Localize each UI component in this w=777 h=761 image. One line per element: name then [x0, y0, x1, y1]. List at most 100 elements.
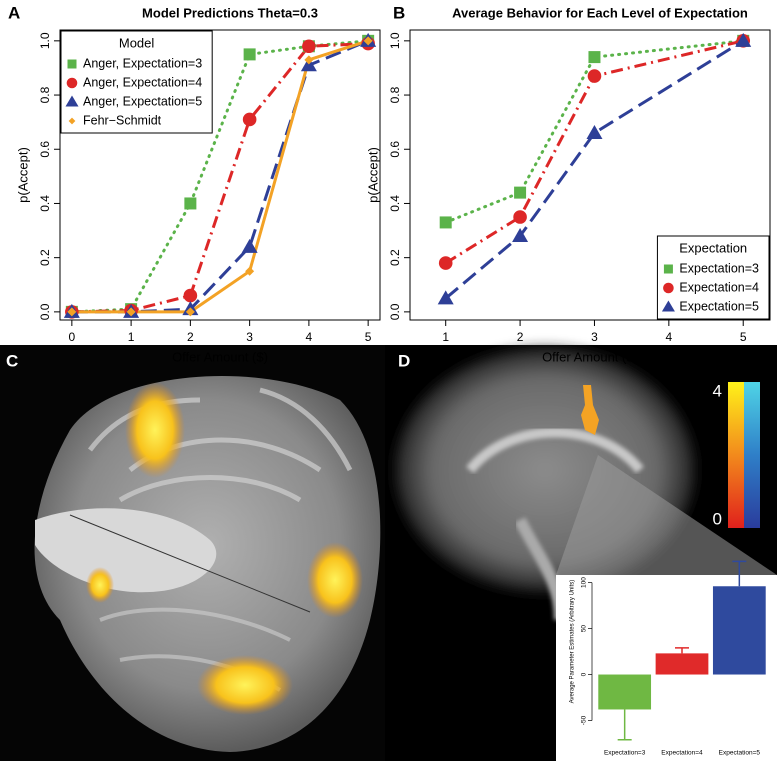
legend-label: Expectation=3 — [679, 261, 759, 275]
colorbar-tick-label: 0 — [713, 509, 722, 528]
x-tick-label: 3 — [246, 330, 253, 344]
x-tick-label: 5 — [365, 330, 372, 344]
panel-label: C — [6, 351, 18, 370]
error-bar — [617, 709, 632, 741]
legend-marker — [663, 282, 674, 294]
legend-label: Expectation=5 — [679, 299, 759, 313]
legend-title: Model — [119, 35, 155, 50]
bar — [598, 674, 652, 710]
marker — [586, 124, 603, 139]
marker — [126, 307, 136, 317]
panel-label: B — [393, 3, 405, 22]
bar — [655, 653, 709, 675]
x-tick-label: Expectation=5 — [719, 750, 761, 757]
legend-box — [656, 235, 770, 320]
marker — [304, 55, 314, 65]
error-bar — [675, 647, 689, 654]
y-tick-label: 1.0 — [38, 32, 52, 49]
panel-c-image — [0, 345, 385, 761]
series-line — [444, 39, 745, 224]
y-axis-label: Average Parameter Estimates (Arbitrary U… — [570, 580, 576, 704]
y-tick-label: 50 — [581, 625, 588, 633]
x-tick-label: 2 — [187, 330, 194, 344]
legend-marker — [663, 264, 673, 274]
x-tick-label: 1 — [442, 330, 449, 344]
marker — [185, 307, 195, 317]
legend-title: Expectation — [679, 240, 747, 255]
legend-box — [60, 30, 213, 134]
y-tick-label: 0 — [581, 672, 588, 676]
marker — [513, 210, 527, 224]
y-tick-label: 0.6 — [388, 141, 402, 158]
y-tick-label: 0.2 — [38, 249, 52, 266]
y-tick-label: -50 — [581, 715, 588, 725]
legend-marker — [68, 117, 76, 125]
y-tick-label: 0.8 — [388, 86, 402, 103]
x-tick-label: 1 — [128, 330, 135, 344]
x-tick-label: 0 — [69, 330, 76, 344]
panel-d-image — [385, 345, 777, 761]
panel-label: A — [8, 3, 20, 22]
series-line — [71, 39, 369, 314]
marker — [184, 197, 197, 210]
marker — [588, 51, 601, 64]
plot-frame — [59, 29, 381, 321]
marker — [241, 238, 258, 253]
bar — [712, 586, 766, 675]
y-tick-label: 0.2 — [388, 249, 402, 266]
y-tick-label: 0.8 — [38, 86, 52, 103]
legend-label: Expectation=4 — [679, 280, 759, 294]
series-line — [444, 39, 745, 300]
marker — [587, 69, 602, 83]
y-tick-label: 100 — [581, 577, 588, 588]
legend-marker — [65, 95, 79, 107]
y-tick-label: 0.6 — [38, 141, 52, 158]
colorbar-cool — [744, 382, 760, 528]
x-tick-label: Expectation=3 — [604, 750, 646, 757]
marker — [512, 227, 529, 242]
plot-frame — [409, 29, 771, 321]
panel-label: D — [398, 351, 410, 370]
chart-title: Model Predictions Theta=0.3 — [142, 5, 318, 20]
legend-marker — [67, 59, 77, 69]
y-tick-label: 0.4 — [388, 195, 402, 212]
legend-marker — [661, 300, 675, 312]
x-tick-label: 5 — [740, 330, 747, 344]
marker — [243, 48, 256, 61]
x-tick-label: 3 — [591, 330, 598, 344]
chart-title: Average Behavior for Each Level of Expec… — [452, 5, 748, 20]
y-axis-label: p(Accept) — [15, 147, 30, 203]
colorbar-tick-label: 4 — [713, 381, 722, 400]
legend-marker — [66, 77, 78, 89]
marker — [242, 112, 257, 127]
legend-label: Fehr−Schmidt — [83, 113, 162, 127]
marker — [67, 307, 77, 317]
legend-label: Anger, Expectation=3 — [83, 56, 202, 70]
colorbar-hot — [728, 382, 744, 528]
y-tick-label: 1.0 — [388, 32, 402, 49]
marker — [302, 39, 316, 54]
marker — [363, 36, 373, 46]
legend-label: Anger, Expectation=4 — [83, 75, 202, 89]
x-tick-label: 2 — [517, 330, 524, 344]
marker — [439, 216, 452, 229]
marker — [183, 288, 198, 303]
y-tick-label: 0.4 — [38, 195, 52, 212]
y-tick-label: 0.0 — [388, 303, 402, 320]
marker — [735, 32, 752, 47]
marker — [514, 186, 527, 199]
marker — [245, 266, 255, 276]
error-bar — [732, 560, 747, 587]
x-tick-label: 4 — [306, 330, 313, 344]
marker — [437, 290, 454, 305]
series-line — [444, 39, 744, 265]
x-tick-label: 4 — [665, 330, 672, 344]
x-tick-label: Expectation=4 — [661, 750, 703, 757]
x-axis-label: Offer Amount ($) — [172, 349, 268, 364]
y-tick-label: 0.0 — [38, 303, 52, 320]
y-axis-label: p(Accept) — [365, 147, 380, 203]
marker — [438, 256, 453, 270]
x-axis-label: Offer Amount ($) — [542, 349, 638, 364]
legend-label: Anger, Expectation=5 — [83, 94, 202, 108]
